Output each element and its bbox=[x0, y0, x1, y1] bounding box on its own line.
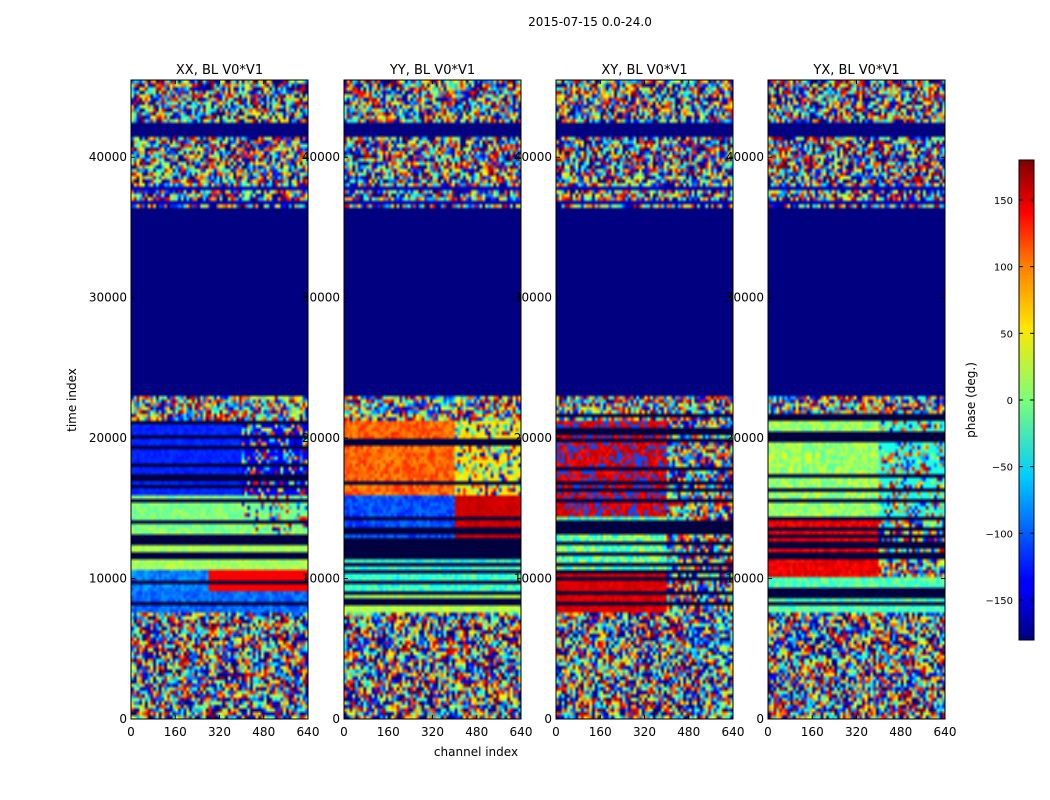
colorbar-tick-label: 150 bbox=[994, 196, 1013, 207]
x-tick-label: 320 bbox=[845, 725, 868, 739]
y-tick-label: 40000 bbox=[89, 150, 127, 164]
heatmap-image bbox=[556, 80, 733, 719]
x-tick-label: 640 bbox=[722, 725, 745, 739]
y-tick-label: 10000 bbox=[302, 572, 340, 586]
x-tick-label: 480 bbox=[252, 725, 275, 739]
y-tick-label: 0 bbox=[119, 712, 127, 726]
y-tick-label: 0 bbox=[544, 712, 552, 726]
x-tick-label: 320 bbox=[421, 725, 444, 739]
x-axis-label: channel index bbox=[434, 745, 518, 759]
colorbar-tick-label: −150 bbox=[986, 596, 1013, 607]
panel-1: XX, BL V0*V1 0 160 320 480 640 0 10000 20000 3000… bbox=[89, 63, 320, 739]
y-tick-label: 20000 bbox=[514, 431, 552, 445]
heatmap-image bbox=[131, 80, 308, 719]
x-tick-label: 640 bbox=[510, 725, 533, 739]
y-tick-label: 30000 bbox=[89, 291, 127, 305]
heatmap-image bbox=[768, 80, 945, 719]
x-tick-label: 0 bbox=[552, 725, 560, 739]
colorbar-tick-label: −100 bbox=[986, 529, 1013, 540]
y-tick-label: 0 bbox=[332, 712, 340, 726]
x-tick-label: 160 bbox=[164, 725, 187, 739]
y-tick-label: 10000 bbox=[89, 572, 127, 586]
y-tick-label: 40000 bbox=[514, 150, 552, 164]
y-tick-label: 0 bbox=[756, 712, 764, 726]
y-tick-label: 10000 bbox=[726, 572, 764, 586]
x-tick-label: 0 bbox=[127, 725, 135, 739]
y-tick-label: 30000 bbox=[726, 291, 764, 305]
x-tick-label: 160 bbox=[377, 725, 400, 739]
x-tick-label: 320 bbox=[208, 725, 231, 739]
panel-title: XY, BL V0*V1 bbox=[601, 63, 687, 78]
panel-title: YX, BL V0*V1 bbox=[812, 63, 899, 78]
colorbar-label: phase (deg.) bbox=[964, 362, 978, 438]
y-tick-label: 30000 bbox=[302, 291, 340, 305]
figure-title: 2015-07-15 0.0-24.0 bbox=[528, 15, 652, 29]
x-tick-label: 480 bbox=[465, 725, 488, 739]
x-tick-label: 640 bbox=[934, 725, 957, 739]
y-tick-label: 20000 bbox=[726, 431, 764, 445]
x-tick-label: 640 bbox=[297, 725, 320, 739]
x-tick-label: 480 bbox=[677, 725, 700, 739]
colorbar-tick-label: 100 bbox=[994, 263, 1013, 274]
panel-title: YY, BL V0*V1 bbox=[389, 63, 475, 78]
y-axis-label: time index bbox=[65, 368, 79, 432]
y-tick-label: 40000 bbox=[726, 150, 764, 164]
colorbar-tick-label: −50 bbox=[992, 463, 1013, 474]
panels: XX, BL V0*V1 0 160 320 480 640 0 10000 20000 3000… bbox=[89, 63, 957, 739]
x-tick-label: 320 bbox=[633, 725, 656, 739]
x-tick-label: 0 bbox=[764, 725, 772, 739]
x-tick-label: 480 bbox=[889, 725, 912, 739]
y-tick-label: 40000 bbox=[302, 150, 340, 164]
panel-3: XY, BL V0*V1 0 160 320 480 640 0 10000 20000 3000… bbox=[514, 63, 745, 739]
colorbar: 150 100 50 0 −50 −100 −150 phase (deg.) bbox=[964, 159, 1035, 641]
colorbar-tick-label: 50 bbox=[1000, 329, 1013, 340]
x-tick-label: 0 bbox=[340, 725, 348, 739]
heatmap-image bbox=[344, 80, 521, 719]
panel-4: YX, BL V0*V1 0 160 320 480 640 0 10000 20000 3000… bbox=[726, 63, 957, 739]
x-tick-label: 160 bbox=[589, 725, 612, 739]
y-tick-label: 10000 bbox=[514, 572, 552, 586]
y-tick-label: 30000 bbox=[514, 291, 552, 305]
colorbar-tick-label: 0 bbox=[1007, 396, 1013, 407]
panel-2: YY, BL V0*V1 0 160 320 480 640 0 10000 20000 3000… bbox=[302, 63, 533, 739]
y-tick-label: 20000 bbox=[302, 431, 340, 445]
y-tick-label: 20000 bbox=[89, 431, 127, 445]
x-tick-label: 160 bbox=[801, 725, 824, 739]
panel-title: XX, BL V0*V1 bbox=[176, 63, 263, 78]
